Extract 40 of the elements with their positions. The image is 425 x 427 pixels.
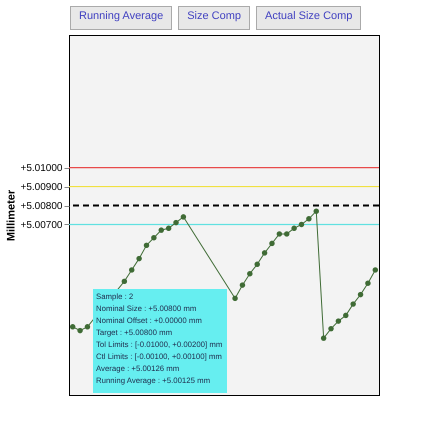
- point: [180, 214, 186, 220]
- text: Running Average: [70, 6, 172, 30]
- point: [122, 278, 128, 284]
- point: [328, 326, 334, 332]
- point: [144, 242, 150, 248]
- point: [151, 235, 157, 240]
- point: [365, 280, 371, 286]
- point: [77, 328, 83, 334]
- point: [358, 292, 364, 298]
- point: [336, 318, 342, 324]
- point: [269, 240, 275, 246]
- point: [166, 226, 172, 231]
- point: [247, 271, 253, 276]
- point: [84, 324, 90, 330]
- point: [276, 231, 282, 237]
- point: [343, 312, 349, 318]
- y-tick-label: +5.01000: [20, 163, 63, 174]
- point: [298, 222, 304, 228]
- text: Actual Size Comp: [256, 6, 362, 30]
- point: [372, 267, 378, 273]
- point: [240, 282, 246, 288]
- y-tick-label: +5.00700: [20, 220, 63, 231]
- point: [320, 335, 326, 341]
- point: [158, 227, 164, 233]
- point: [350, 301, 356, 307]
- y-tick-label: +5.00900: [20, 182, 63, 194]
- y-tick-label: +5.00800: [20, 201, 63, 212]
- point: [314, 208, 319, 214]
- y-axis-title: Millimeter: [6, 189, 18, 242]
- point: [291, 226, 297, 231]
- point: [254, 262, 260, 267]
- point: [306, 216, 312, 222]
- point: [70, 324, 76, 330]
- point: [136, 256, 142, 262]
- text: Size Comp: [178, 6, 250, 30]
- point: [173, 220, 179, 226]
- point: [262, 250, 268, 256]
- point: [232, 296, 238, 302]
- point: [284, 231, 290, 237]
- point: [129, 267, 134, 273]
